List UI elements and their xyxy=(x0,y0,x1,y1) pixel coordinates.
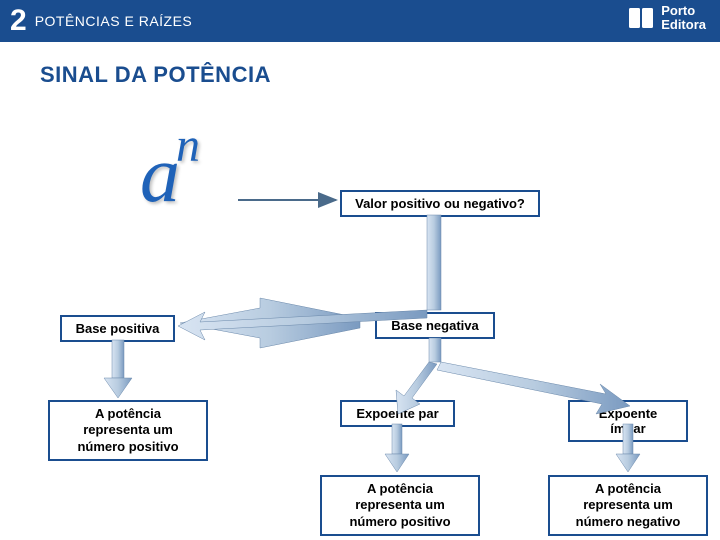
box-representa-positivo: A potência representa um número positivo xyxy=(320,475,480,536)
box-representa-negativo: A potência representa um número negativo xyxy=(548,475,708,536)
box-expoente-impar: Expoente ímpar xyxy=(568,400,688,442)
box-expoente-par: Expoente par xyxy=(340,400,455,427)
box-potencia-positiva: A potência representa um número positivo xyxy=(48,400,208,461)
publisher-logo-icon xyxy=(627,4,655,32)
power-formula: an xyxy=(140,130,204,221)
header-bar: 2 POTÊNCIAS E RAÍZES Porto Editora xyxy=(0,0,720,42)
publisher-line1: Porto xyxy=(661,4,706,18)
publisher-line2: Editora xyxy=(661,18,706,32)
chapter-number: 2 xyxy=(10,4,27,38)
publisher-logo: Porto Editora xyxy=(627,4,706,32)
formula-base: a xyxy=(140,131,180,219)
box-base-positiva: Base positiva xyxy=(60,315,175,342)
box-base-negativa: Base negativa xyxy=(375,312,495,339)
box-valor: Valor positivo ou negativo? xyxy=(340,190,540,217)
formula-exponent: n xyxy=(176,119,200,172)
publisher-name: Porto Editora xyxy=(661,4,706,32)
chapter-title: POTÊNCIAS E RAÍZES xyxy=(35,13,193,29)
page-title: SINAL DA POTÊNCIA xyxy=(40,62,720,88)
